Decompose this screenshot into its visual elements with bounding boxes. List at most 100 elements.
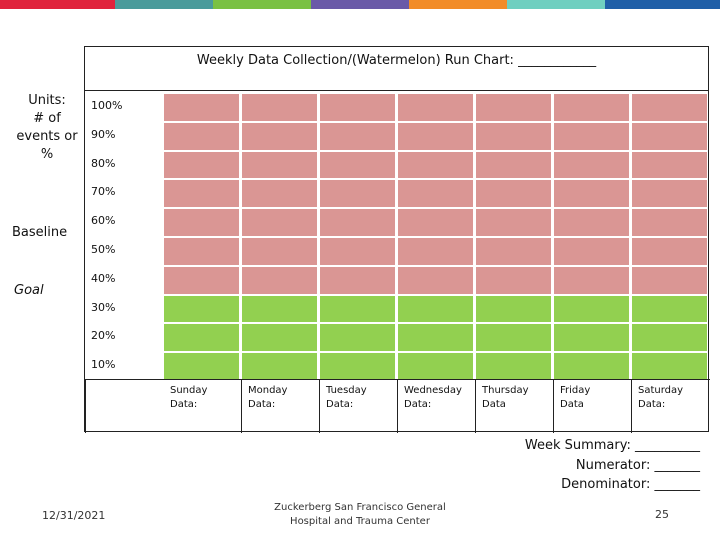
footer-date: 12/31/2021 — [42, 509, 106, 522]
chart-cell-green — [553, 294, 630, 324]
chart-cell-green — [241, 294, 318, 324]
chart-cell-red — [241, 121, 318, 151]
day-label: Wednesday Data: — [404, 385, 462, 410]
chart-cell-red — [631, 93, 708, 122]
chart-cell-red — [553, 265, 630, 295]
day-column-divider — [553, 379, 554, 433]
footer-organization: Zuckerberg San Francisco General Hospita… — [274, 502, 446, 527]
chart-cell-red — [319, 265, 396, 295]
goal-label: Goal — [14, 283, 44, 298]
day-column-divider — [85, 379, 86, 433]
chart-cell-red — [319, 150, 396, 180]
stripe-segment — [115, 0, 213, 9]
chart-cell-red — [163, 265, 240, 295]
day-column-divider — [475, 379, 476, 433]
chart-cell-red — [553, 179, 630, 209]
chart-cell-green — [553, 352, 630, 381]
chart-cell-red — [475, 121, 552, 151]
percent-label: 20% — [91, 329, 116, 343]
chart-cell-red — [397, 121, 474, 151]
chart-cell-red — [241, 179, 318, 209]
chart-cell-red — [319, 208, 396, 237]
chart-cell-red — [631, 265, 708, 295]
chart-cell-red — [475, 93, 552, 122]
chart-cell-red — [475, 265, 552, 295]
stripe-segment — [311, 0, 409, 9]
chart-cell-red — [397, 93, 474, 122]
percent-label: 100% — [91, 99, 123, 112]
chart-cell-green — [631, 294, 708, 324]
stripe-segment — [0, 0, 115, 9]
chart-cell-red — [163, 237, 240, 266]
denominator: Denominator: _______ — [561, 477, 700, 492]
chart-cell-red — [553, 121, 630, 151]
chart-cell-green — [163, 352, 240, 381]
day-column-divider — [397, 379, 398, 433]
percent-label: 60% — [91, 214, 116, 228]
chart-cell-green — [319, 323, 396, 353]
chart-cell-red — [397, 208, 474, 237]
week-summary: Week Summary: __________ — [524, 438, 700, 453]
chart-cell-red — [631, 237, 708, 266]
day-label: Tuesday Data: — [326, 385, 367, 410]
chart-cell-red — [475, 150, 552, 180]
chart-cell-red — [553, 237, 630, 266]
day-column-divider — [241, 379, 242, 433]
day-label: Sunday Data: — [170, 385, 208, 410]
day-label: Thursday Data — [482, 385, 529, 410]
chart-cell-red — [319, 93, 396, 122]
chart-cell-green — [475, 294, 552, 324]
percent-label: 40% — [91, 271, 116, 285]
baseline-label: Baseline — [12, 225, 68, 240]
page-number: 25 — [655, 508, 669, 521]
chart-cell-red — [475, 179, 552, 209]
percent-label: 50% — [91, 243, 116, 256]
day-column-divider — [631, 379, 632, 433]
chart-cell-red — [319, 179, 396, 209]
chart-cell-red — [631, 121, 708, 151]
chart-cell-red — [397, 150, 474, 180]
percent-label: 80% — [91, 156, 116, 170]
chart-title-box: Weekly Data Collection/(Watermelon) Run … — [84, 46, 709, 90]
header-color-stripe — [0, 0, 720, 9]
day-column-divider — [319, 379, 320, 433]
chart-cell-red — [397, 179, 474, 209]
chart-cell-red — [163, 208, 240, 237]
chart-cell-green — [163, 294, 240, 324]
chart-cell-green — [319, 352, 396, 381]
chart-cell-red — [631, 179, 708, 209]
chart-cell-red — [475, 237, 552, 266]
stripe-segment — [507, 0, 605, 9]
chart-cell-red — [163, 121, 240, 151]
percent-label: 10% — [91, 358, 116, 372]
chart-cell-green — [631, 323, 708, 353]
chart-cell-green — [475, 352, 552, 381]
chart-cell-red — [553, 208, 630, 237]
chart-cell-red — [163, 179, 240, 209]
chart-cell-green — [163, 323, 240, 353]
chart-cell-red — [319, 121, 396, 151]
chart-cell-green — [319, 294, 396, 324]
week-summary-block: Week Summary: __________ Numerator: ____… — [525, 436, 700, 495]
chart-cell-red — [163, 150, 240, 180]
chart-cell-red — [241, 93, 318, 122]
chart-title: Weekly Data Collection/(Watermelon) Run … — [196, 53, 597, 68]
chart-cell-green — [475, 323, 552, 353]
day-label: Saturday Data: — [638, 385, 684, 410]
chart-cell-green — [553, 323, 630, 353]
day-label: Monday Data: — [248, 385, 288, 410]
chart-cell-red — [631, 150, 708, 180]
chart-cell-red — [163, 93, 240, 122]
chart-cell-red — [241, 237, 318, 266]
chart-cell-red — [475, 208, 552, 237]
percent-label: 30% — [91, 300, 116, 314]
units-label: Units: # of events or % — [16, 93, 78, 162]
chart-cell-green — [397, 294, 474, 324]
chart-cell-red — [241, 150, 318, 180]
chart-cell-red — [553, 93, 630, 122]
chart-cell-green — [241, 352, 318, 381]
stripe-segment — [213, 0, 311, 9]
percent-label: 90% — [91, 127, 116, 141]
percent-label: 70% — [91, 185, 116, 199]
chart-cell-red — [631, 208, 708, 237]
